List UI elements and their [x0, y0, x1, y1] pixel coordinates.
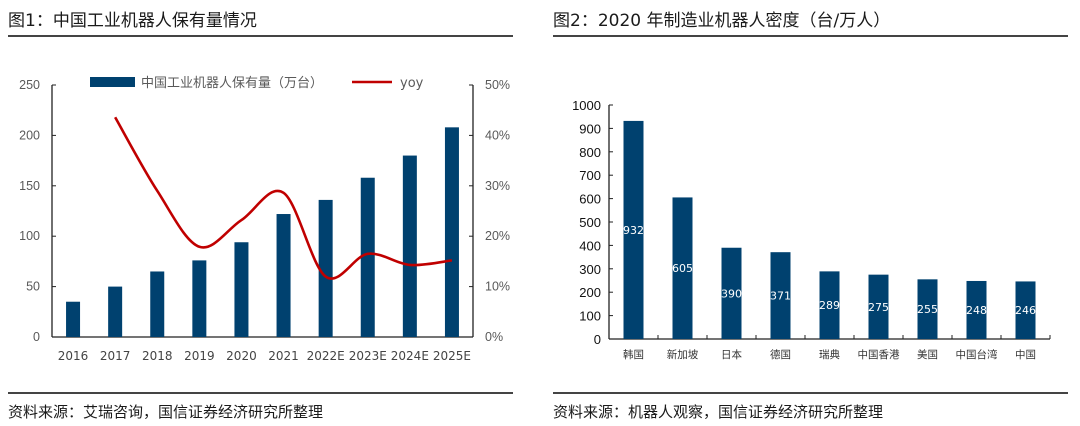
title-divider: [553, 35, 1068, 37]
bar-新加坡: [672, 197, 693, 339]
right-tick-label: 0%: [485, 330, 503, 344]
y-tick-label: 900: [579, 121, 601, 136]
x-tick-label: 新加坡: [667, 348, 699, 361]
bar-2023E: [360, 177, 375, 337]
y-tick-label: 700: [579, 168, 601, 183]
bar-2017: [108, 286, 123, 337]
y-tick-label: 200: [579, 285, 601, 300]
bar-2020: [234, 242, 249, 337]
y-tick-label: 500: [579, 215, 601, 230]
legend-bar-label: 中国工业机器人保有量（万台）: [141, 76, 323, 91]
figure-2-title: 图2：2020 年制造业机器人密度（台/万人）: [553, 11, 891, 31]
robot-density-chart: 0 100 200 300 400 500 600 700 800 900 1000 932 韩国 605…: [572, 98, 1051, 361]
source-divider: [553, 392, 1068, 394]
data-label: 390: [721, 287, 742, 300]
data-label: 289: [819, 299, 840, 312]
bar-德国: [770, 252, 791, 339]
bar-韩国: [623, 120, 644, 339]
source-divider: [8, 392, 513, 394]
left-tick-label: 250: [19, 78, 40, 92]
x-tick-label: 2025E: [433, 349, 471, 363]
data-label: 275: [868, 301, 889, 314]
data-label: 248: [966, 304, 987, 317]
x-tick-label: 韩国: [623, 348, 644, 361]
y-tick-label: 400: [579, 238, 601, 253]
x-tick-label: 瑞典: [819, 348, 840, 361]
bar-2024E: [402, 155, 417, 337]
title-divider: [8, 35, 513, 37]
bar-中国香港: [868, 274, 889, 339]
bar-瑞典: [819, 271, 840, 339]
right-tick-label: 10%: [485, 280, 510, 294]
yoy-line: [114, 116, 453, 280]
left-tick-label: 100: [19, 229, 40, 243]
x-tick-label: 美国: [917, 348, 938, 361]
x-tick-label: 2024E: [391, 349, 429, 363]
left-tick-label: 0: [33, 330, 40, 344]
data-label: 246: [1015, 304, 1036, 317]
data-label: 255: [917, 303, 938, 316]
right-tick-label: 30%: [485, 179, 510, 193]
bar-2018: [150, 271, 165, 337]
figure-2-panel: 图2：2020 年制造业机器人密度（台/万人） 0 100 200 300 400 500…: [553, 0, 1080, 426]
x-tick-label: 2017: [100, 349, 131, 363]
x-tick-label: 2022E: [307, 349, 345, 363]
y-tick-label: 600: [579, 192, 601, 207]
right-tick-label: 20%: [485, 229, 510, 243]
x-tick-label: 中国香港: [858, 348, 900, 361]
x-tick-label: 2019: [184, 349, 215, 363]
right-tick-label: 50%: [485, 78, 510, 92]
y-tick-label: 100: [579, 309, 601, 324]
x-tick-label: 德国: [770, 348, 791, 361]
x-tick-label: 2020: [226, 349, 257, 363]
data-label: 371: [770, 290, 791, 303]
figure-2-source: 资料来源：机器人观察，国信证券经济研究所整理: [553, 403, 884, 421]
bar-2021: [276, 214, 291, 337]
figure-1-title: 图1：中国工业机器人保有量情况: [8, 11, 257, 31]
x-tick-label: 日本: [721, 348, 742, 361]
bar-2022E: [318, 199, 333, 337]
robot-stock-chart: 0 50 100 150 200 250 0% 10% 20% 30% 40% 50% 2016 2017…: [19, 76, 510, 363]
data-label: 932: [623, 224, 644, 237]
bar-2025E: [444, 127, 459, 337]
bar-日本: [721, 247, 742, 339]
y-tick-label: 800: [579, 145, 601, 160]
x-tick-label: 2023E: [349, 349, 387, 363]
legend-line-label: yoy: [400, 76, 424, 91]
left-tick-label: 50: [26, 280, 40, 294]
legend-bar-swatch: [90, 77, 135, 87]
y-tick-label: 1000: [572, 98, 601, 113]
bar-2019: [192, 260, 207, 337]
y-tick-label: 300: [579, 262, 601, 277]
x-tick-label: 中国: [1015, 348, 1036, 361]
figure-1-panel: 图1：中国工业机器人保有量情况 0 50 100 150 200 250 0% 10% 20% 3…: [0, 0, 520, 426]
data-label: 605: [672, 262, 693, 275]
x-tick-label: 2016: [58, 349, 89, 363]
bar-中国台湾: [966, 280, 987, 339]
bar-美国: [917, 279, 938, 339]
left-tick-label: 200: [19, 128, 40, 142]
y-tick-label: 0: [594, 332, 601, 347]
right-tick-label: 40%: [485, 128, 510, 142]
bar-2016: [66, 301, 81, 337]
x-tick-label: 2021: [268, 349, 299, 363]
figure-1-source: 资料来源：艾瑞咨询，国信证券经济研究所整理: [8, 403, 324, 421]
x-tick-label: 中国台湾: [956, 348, 998, 361]
x-tick-label: 2018: [142, 349, 173, 363]
bar-中国: [1015, 281, 1036, 339]
left-tick-label: 150: [19, 179, 40, 193]
